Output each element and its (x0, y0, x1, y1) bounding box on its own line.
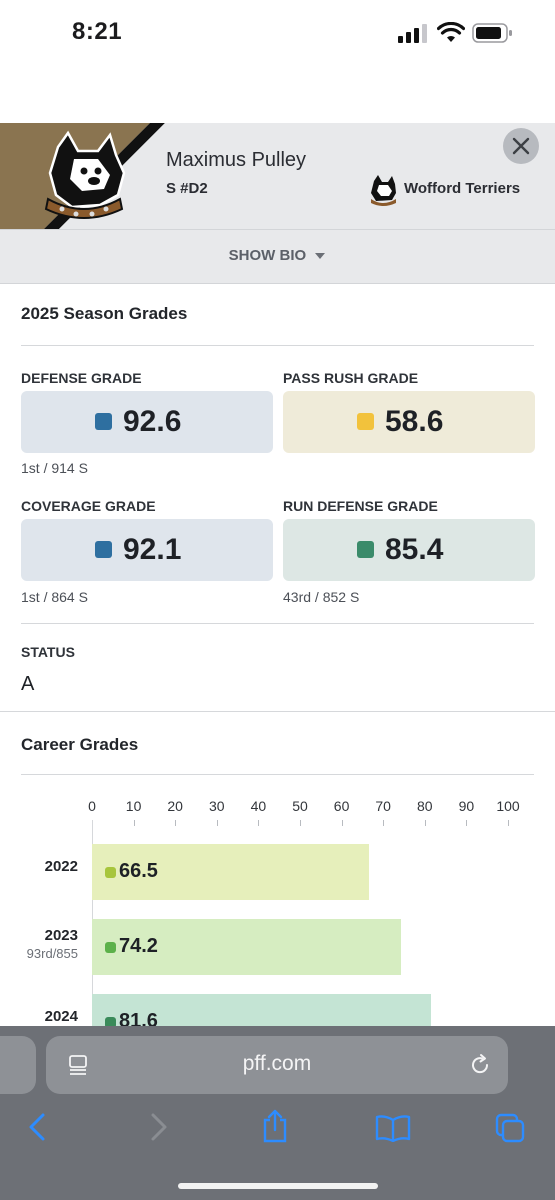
reload-icon[interactable] (468, 1053, 492, 1077)
coverage-grade-box: 92.1 (21, 519, 273, 581)
x-tick-label: 70 (375, 798, 391, 814)
divider (21, 623, 534, 624)
season-grades-title: 2025 Season Grades (21, 304, 188, 323)
close-icon (512, 137, 530, 155)
career-year-rank: 93rd/855 (26, 946, 78, 961)
forward-icon[interactable] (146, 1112, 170, 1142)
share-icon[interactable] (260, 1108, 290, 1144)
x-tick-label: 10 (125, 798, 142, 814)
status-bar: 8:21 (0, 0, 555, 70)
career-bar-value: 74.2 (119, 935, 158, 957)
x-tick-mark (383, 820, 385, 826)
x-tick-mark (133, 820, 135, 826)
x-tick-label: 60 (333, 798, 350, 814)
defense-grade-label: DEFENSE GRADE (21, 370, 142, 386)
terrier-mascot-logo (44, 130, 126, 219)
player-header: Maximus Pulley S #D2 Wofford Terriers (0, 123, 555, 229)
address-bar[interactable]: pff.com (46, 1036, 508, 1094)
divider (21, 774, 534, 775)
run-defense-grade-value: 85.4 (385, 533, 444, 566)
x-tick-mark (300, 820, 301, 826)
run-defense-grade-rank: 43rd / 852 S (283, 589, 360, 605)
coverage-grade-value: 92.1 (123, 533, 182, 566)
caret-down-icon (315, 253, 326, 260)
x-tick-mark (341, 820, 343, 826)
pass-rush-grade-swatch (357, 413, 374, 430)
status-label: STATUS (21, 644, 75, 660)
show-bio-label: SHOW BIO (228, 247, 307, 264)
pass-rush-grade-box: 58.6 (283, 391, 535, 453)
career-bar (92, 994, 432, 1026)
career-bar-value: 66.5 (119, 860, 158, 882)
career-grades-chart: 0 10 20 30 40 50 60 70 80 90 100 66.5 2022 74.2 2023 93… (0, 790, 555, 1026)
career-bar-swatch (105, 942, 116, 953)
player-name: Maximus Pulley (166, 149, 307, 171)
browser-toolbar: pff.com (0, 1026, 555, 1200)
career-bar (92, 919, 401, 975)
defense-grade-rank: 1st / 914 S (21, 460, 88, 476)
x-tick-mark (424, 820, 426, 826)
url-text: pff.com (242, 1052, 312, 1075)
battery-icon (472, 23, 512, 43)
player-position: S #D2 (166, 180, 208, 197)
career-bar-swatch (105, 867, 116, 878)
defense-grade-box: 92.6 (21, 391, 273, 453)
career-bar (92, 844, 369, 900)
show-bio-toggle[interactable]: SHOW BIO (0, 229, 555, 284)
x-tick-mark (466, 820, 468, 826)
pass-rush-grade-label: PASS RUSH GRADE (283, 370, 419, 386)
career-year-label: 2023 (44, 927, 78, 944)
x-tick-label: 90 (458, 798, 475, 814)
defense-grade-swatch (95, 413, 112, 430)
x-tick-label: 50 (292, 798, 308, 814)
defense-grade-value: 92.6 (123, 405, 182, 438)
coverage-grade-swatch (95, 541, 112, 558)
show-bio-row: SHOW BIO (0, 247, 555, 264)
status-time: 8:21 (72, 18, 123, 45)
signal-icon (398, 24, 427, 43)
status-value: A (21, 673, 35, 695)
career-year-label: 2024 (44, 1008, 78, 1025)
team-logo-icon (371, 175, 396, 206)
x-tick-label: 0 (88, 798, 96, 814)
x-tick-label: 40 (250, 798, 267, 814)
career-year-label: 2022 (44, 858, 78, 875)
tabs-icon[interactable] (494, 1112, 526, 1144)
x-tick-mark (258, 820, 260, 826)
close-button[interactable] (503, 128, 539, 164)
bookmarks-icon[interactable] (375, 1114, 411, 1142)
career-bar-value: 81.6 (119, 1010, 158, 1026)
back-icon[interactable] (26, 1112, 50, 1142)
home-indicator (178, 1183, 378, 1189)
pass-rush-grade-value: 58.6 (385, 405, 444, 438)
team-name: Wofford Terriers (404, 180, 521, 197)
x-tick-label: 80 (417, 798, 433, 814)
run-defense-grade-label: RUN DEFENSE GRADE (283, 498, 438, 514)
page-menu-icon[interactable] (68, 1054, 90, 1076)
x-tick-mark (508, 820, 509, 826)
divider (21, 345, 534, 346)
run-defense-grade-swatch (357, 541, 374, 558)
career-bar-swatch (105, 1017, 116, 1026)
x-tick-mark (216, 820, 218, 826)
previous-tab-preview[interactable] (0, 1036, 36, 1094)
x-tick-label: 100 (496, 798, 520, 814)
divider (0, 711, 555, 712)
wifi-icon (437, 22, 465, 42)
career-grades-title: Career Grades (21, 735, 139, 754)
x-tick-label: 30 (209, 798, 225, 814)
x-tick-mark (175, 820, 177, 826)
coverage-grade-rank: 1st / 864 S (21, 589, 88, 605)
run-defense-grade-box: 85.4 (283, 519, 535, 581)
coverage-grade-label: COVERAGE GRADE (21, 498, 156, 514)
x-tick-label: 20 (167, 798, 183, 814)
